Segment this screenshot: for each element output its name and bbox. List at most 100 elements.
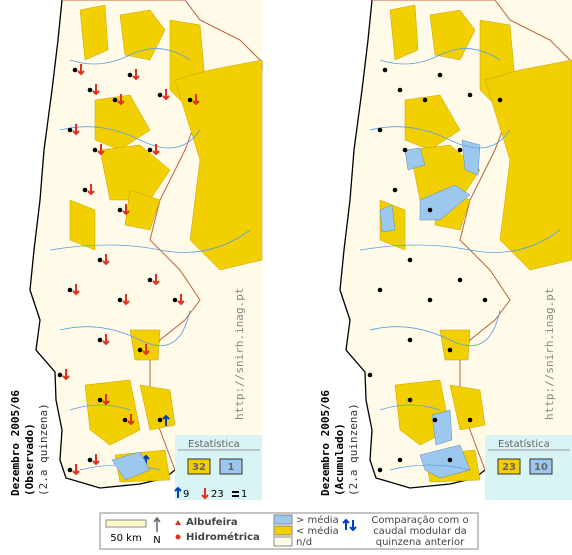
above-count: 32 <box>192 462 206 473</box>
na-label: n/d <box>296 537 312 548</box>
arrow-down <box>192 94 200 106</box>
station <box>137 347 143 353</box>
station <box>427 207 433 213</box>
compare-icon <box>342 518 357 532</box>
arrow-down <box>102 254 110 266</box>
basin <box>429 9 476 61</box>
equal-count: 1 <box>241 489 247 500</box>
station <box>432 417 438 423</box>
basin <box>79 4 109 61</box>
station <box>72 67 78 73</box>
station <box>97 337 103 343</box>
station <box>67 287 73 293</box>
station <box>87 457 93 463</box>
basin-below <box>379 204 396 233</box>
station <box>377 467 383 473</box>
map-period: (2.a quinzena) <box>347 403 360 496</box>
basin <box>94 94 151 151</box>
coast <box>339 0 486 489</box>
station <box>147 147 153 153</box>
arrow-down <box>62 369 70 381</box>
station <box>117 297 123 303</box>
river <box>379 404 441 411</box>
reservoir-label: Albufeira <box>186 517 238 528</box>
station <box>92 147 98 153</box>
station <box>367 372 373 378</box>
river <box>59 126 201 149</box>
source-url: http://snirh.inag.pt <box>543 288 556 420</box>
station <box>377 287 383 293</box>
river <box>69 48 191 65</box>
below-label: < média <box>296 525 339 537</box>
down-icon <box>201 488 209 500</box>
station <box>127 72 133 78</box>
map-title: Dezembro 2005/06 <box>9 390 22 496</box>
arrow-down <box>122 294 130 306</box>
river <box>379 48 501 65</box>
basin <box>84 379 141 446</box>
station <box>397 87 403 93</box>
arrow-down <box>97 144 105 156</box>
river <box>49 229 251 253</box>
arrow-down <box>72 464 80 476</box>
basin <box>484 59 572 271</box>
station <box>482 297 488 303</box>
station <box>407 397 413 403</box>
station <box>397 457 403 463</box>
arrow-down <box>152 274 160 286</box>
below-box <box>529 458 553 475</box>
source-url: http://snirh.inag.pt <box>233 288 246 420</box>
station <box>497 97 503 103</box>
below-swatch <box>273 525 293 536</box>
na-swatch <box>273 536 293 547</box>
arrow-down <box>92 454 100 466</box>
station <box>457 147 463 153</box>
map-title: Dezembro 2005/06 <box>319 390 332 496</box>
legend: 50 km N Albufeira Hidrométrica > média< médi… <box>99 512 479 550</box>
station <box>82 187 88 193</box>
basin-below <box>419 444 471 479</box>
above-swatch <box>273 514 293 525</box>
station <box>407 257 413 263</box>
station <box>382 67 388 73</box>
station <box>157 417 163 423</box>
map-period: (2.a quinzena) <box>37 403 50 496</box>
basin <box>389 4 419 61</box>
basin <box>439 329 471 361</box>
arrow-down <box>162 89 170 101</box>
arrow-up <box>162 414 170 426</box>
arrow-down <box>87 184 95 196</box>
basin-below <box>419 184 471 221</box>
map-mode: (Acumulado) <box>333 423 346 496</box>
comparison-label: Comparação com o caudal modular da quinzen… <box>371 515 468 548</box>
up-icon <box>174 486 182 498</box>
arrow-down <box>72 124 80 136</box>
basin-below <box>431 409 453 446</box>
equal-icon <box>232 491 239 497</box>
station <box>457 277 463 283</box>
station <box>122 417 128 423</box>
map-panel: Dezembro 2005/06 (Acumulado) (2.a quinzena… <box>111 0 572 500</box>
down-count: 23 <box>211 489 224 500</box>
basin <box>99 144 171 201</box>
up-count: 9 <box>183 489 189 500</box>
below-count: 10 <box>534 462 548 473</box>
basin <box>404 94 461 151</box>
station <box>392 187 398 193</box>
river <box>369 126 511 149</box>
arrow-down <box>127 414 135 426</box>
coast <box>29 0 176 489</box>
arrow-down <box>152 144 160 156</box>
hydrometric-label: Hidrométrica <box>186 531 260 543</box>
above-count: 23 <box>502 462 516 473</box>
arrow-down <box>117 94 125 106</box>
station <box>407 337 413 343</box>
basin <box>449 384 486 431</box>
above-label: > média <box>296 514 339 526</box>
scale-label: 50 km <box>110 533 141 544</box>
station <box>67 127 73 133</box>
arrow-down <box>142 344 150 356</box>
stats-label: Estatística <box>188 438 240 450</box>
